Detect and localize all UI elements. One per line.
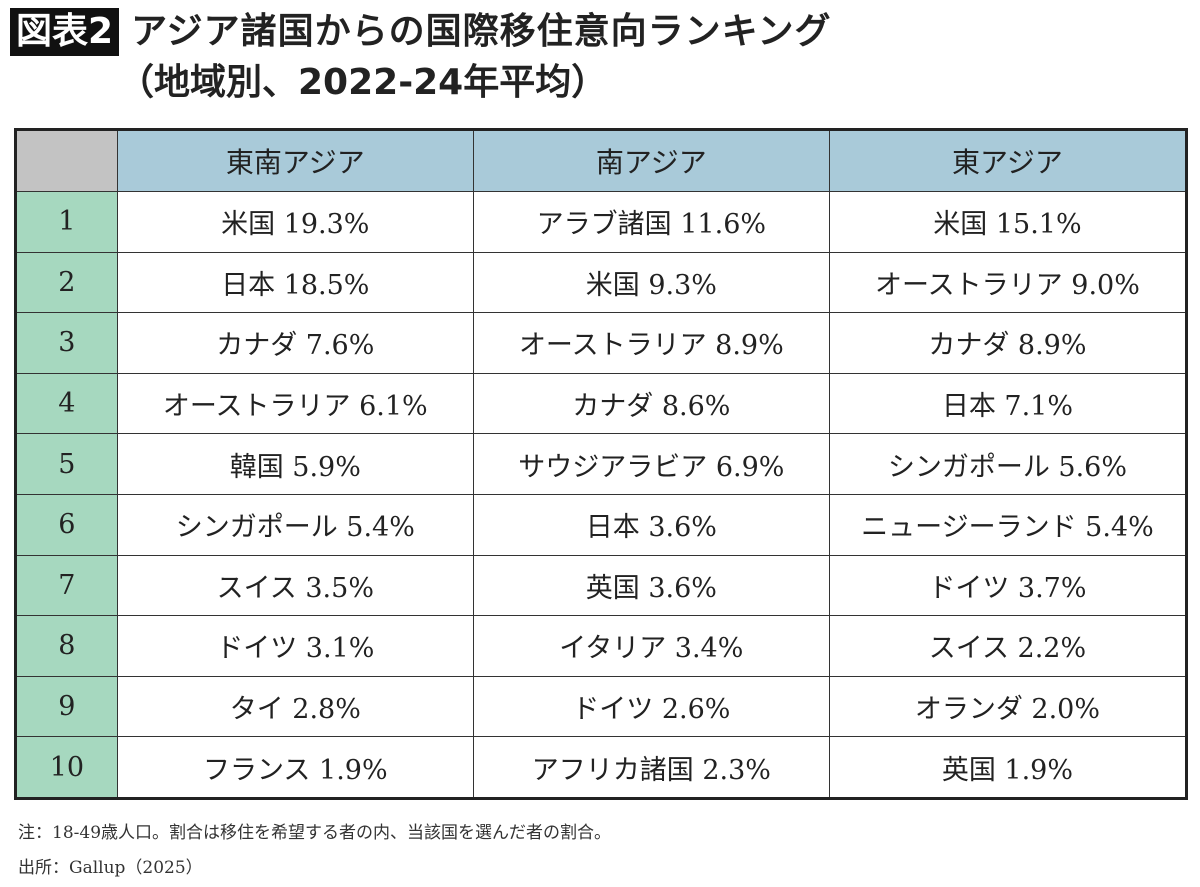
table-cell: タイ 2.8% <box>116 675 474 738</box>
table-cell: イタリア 3.4% <box>472 615 830 677</box>
table-cell: スイス 3.5% <box>116 554 474 617</box>
table-cell: シンガポール 5.4% <box>116 493 474 556</box>
header-east-asia: 東アジア <box>828 129 1188 192</box>
header-south-asia: 南アジア <box>472 129 830 192</box>
table-row: 10 フランス 1.9% アフリカ諸国 2.3% 英国 1.9% <box>15 736 1188 799</box>
table-row: 3 カナダ 7.6% オーストラリア 8.9% カナダ 8.9% <box>15 312 1188 374</box>
table-row: 1 米国 19.3% アラブ諸国 11.6% 米国 15.1% <box>15 191 1188 253</box>
page-title: アジア諸国からの国際移住意向ランキング <box>131 11 832 52</box>
table-cell: カナダ 8.9% <box>828 312 1188 374</box>
table-cell: 米国 15.1% <box>828 191 1188 253</box>
rank-cell: 4 <box>15 372 118 435</box>
title-row: 図表2 アジア諸国からの国際移住意向ランキング <box>10 8 832 56</box>
rank-cell: 1 <box>15 191 118 253</box>
table-row: 6 シンガポール 5.4% 日本 3.6% ニュージーランド 5.4% <box>15 493 1188 556</box>
table-cell: ニュージーランド 5.4% <box>828 493 1188 556</box>
header-corner <box>15 129 118 192</box>
header-southeast-asia: 東南アジア <box>116 129 474 192</box>
table-cell: カナダ 7.6% <box>116 312 474 374</box>
rank-cell: 2 <box>15 251 118 314</box>
rank-cell: 6 <box>15 493 118 556</box>
table-cell: スイス 2.2% <box>828 615 1188 677</box>
table-row: 8 ドイツ 3.1% イタリア 3.4% スイス 2.2% <box>15 615 1188 677</box>
table-row: 5 韓国 5.9% サウジアラビア 6.9% シンガポール 5.6% <box>15 433 1188 495</box>
table-cell: 米国 19.3% <box>116 191 474 253</box>
table-cell: オーストラリア 8.9% <box>472 312 830 374</box>
table-cell: ドイツ 3.1% <box>116 615 474 677</box>
figure-badge: 図表2 <box>10 8 120 56</box>
page-subtitle: （地域別、2022-24年平均） <box>118 62 608 103</box>
table-cell: オランダ 2.0% <box>828 675 1188 738</box>
rank-cell: 9 <box>15 675 118 738</box>
table-cell: シンガポール 5.6% <box>828 433 1188 495</box>
table-cell: 日本 18.5% <box>116 251 474 314</box>
table-row: 9 タイ 2.8% ドイツ 2.6% オランダ 2.0% <box>15 675 1188 738</box>
table-cell: アフリカ諸国 2.3% <box>472 736 830 799</box>
rank-cell: 5 <box>15 433 118 495</box>
rank-cell: 7 <box>15 554 118 617</box>
table-cell: 韓国 5.9% <box>116 433 474 495</box>
source-note: 出所：Gallup（2025） <box>18 858 203 878</box>
table-cell: フランス 1.9% <box>116 736 474 799</box>
table-header-row: 東南アジア 南アジア 東アジア <box>15 129 1188 192</box>
table-cell: カナダ 8.6% <box>472 372 830 435</box>
rank-cell: 10 <box>15 736 118 799</box>
table-cell: ドイツ 2.6% <box>472 675 830 738</box>
table-cell: オーストラリア 6.1% <box>116 372 474 435</box>
table-cell: 日本 7.1% <box>828 372 1188 435</box>
table-cell: 英国 1.9% <box>828 736 1188 799</box>
footnote: 注：18-49歳人口。割合は移住を希望する者の内、当該国を選んだ者の割合。 <box>18 823 612 843</box>
table-cell: アラブ諸国 11.6% <box>472 191 830 253</box>
table-row: 2 日本 18.5% 米国 9.3% オーストラリア 9.0% <box>15 251 1188 314</box>
table-cell: 英国 3.6% <box>472 554 830 617</box>
table-cell: 日本 3.6% <box>472 493 830 556</box>
table-cell: 米国 9.3% <box>472 251 830 314</box>
ranking-table: 東南アジア 南アジア 東アジア 1 米国 19.3% アラブ諸国 11.6% 米国 1… <box>14 128 1188 800</box>
table-cell: サウジアラビア 6.9% <box>472 433 830 495</box>
table-cell: オーストラリア 9.0% <box>828 251 1188 314</box>
rank-cell: 3 <box>15 312 118 374</box>
table-row: 7 スイス 3.5% 英国 3.6% ドイツ 3.7% <box>15 554 1188 617</box>
table-cell: ドイツ 3.7% <box>828 554 1188 617</box>
rank-cell: 8 <box>15 615 118 677</box>
table-row: 4 オーストラリア 6.1% カナダ 8.6% 日本 7.1% <box>15 372 1188 435</box>
